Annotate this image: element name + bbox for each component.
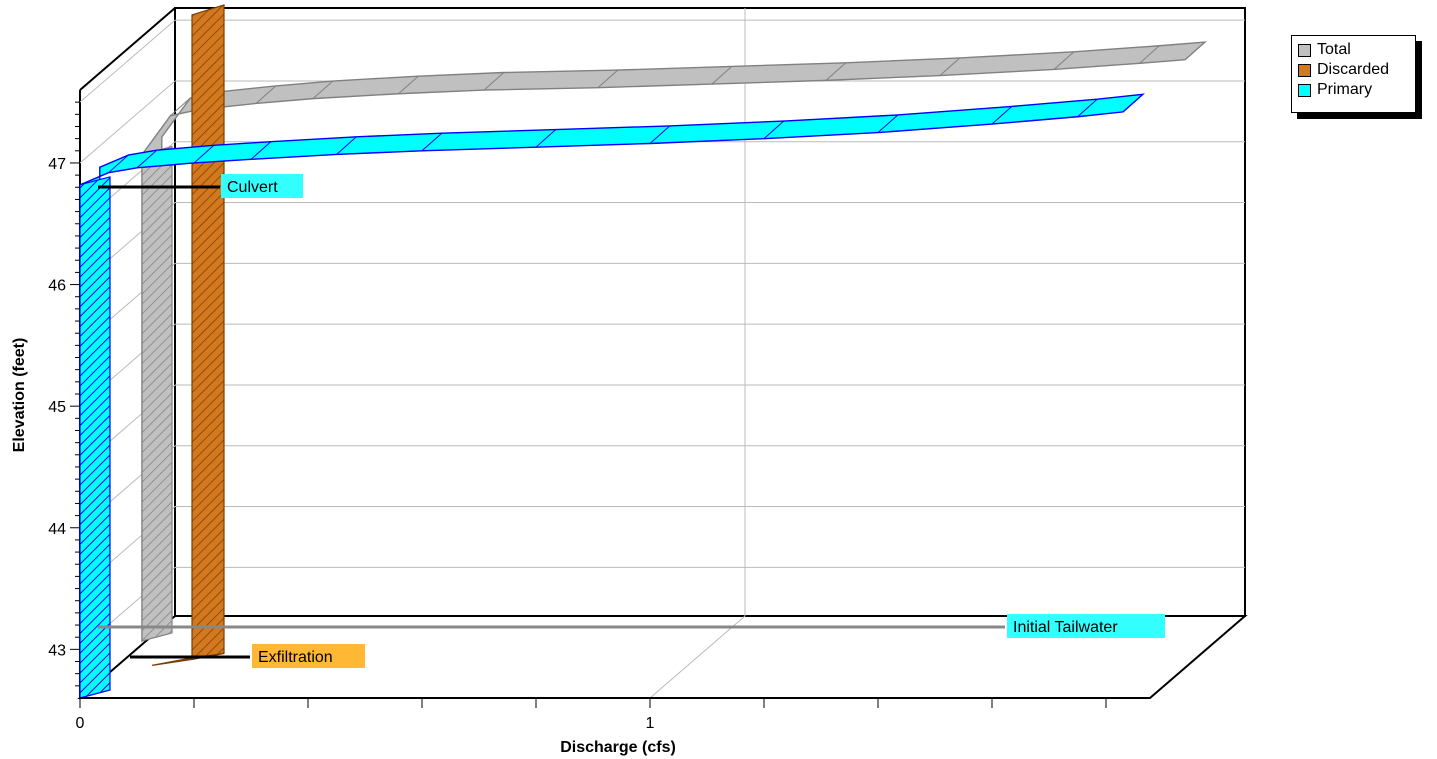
series-segment <box>597 69 619 89</box>
series-segment <box>108 154 129 174</box>
back-wall <box>174 7 1246 617</box>
legend-swatch-discarded <box>1298 63 1311 77</box>
series-segment <box>649 125 671 144</box>
series-segment <box>1053 51 1075 70</box>
x-axis-label: Discharge (cfs) <box>560 739 676 756</box>
series-segment <box>763 120 785 140</box>
series-segment <box>193 144 215 164</box>
series-segment <box>255 85 277 104</box>
series-segment <box>421 132 443 152</box>
series-segment <box>1184 41 1206 61</box>
legend-item-discarded: Discarded <box>1298 60 1415 80</box>
series-riser <box>141 145 173 642</box>
series-riser <box>79 176 111 699</box>
annotation-box <box>252 644 365 668</box>
legend-item-primary: Primary <box>1298 80 1415 100</box>
top-left-depth-edge <box>79 7 176 91</box>
y-tick-label: 44 <box>48 521 66 538</box>
annotation-box <box>1007 614 1165 638</box>
legend-label-discarded: Discarded <box>1317 61 1390 78</box>
series-segment <box>1077 98 1098 118</box>
series-total <box>141 41 1207 643</box>
gridline-h-wall <box>79 19 176 103</box>
series-wall <box>191 4 225 661</box>
legend-item-total: Total <box>1298 40 1415 60</box>
y-tick-label: 46 <box>48 278 66 295</box>
x-tick-label: 0 <box>76 715 85 732</box>
series-segment <box>250 141 272 160</box>
series-segment <box>877 114 899 133</box>
legend-swatch-primary <box>1298 83 1311 97</box>
y-axis-label: Elevation (feet) <box>11 338 28 453</box>
y-tick-label: 45 <box>48 399 66 416</box>
annotation-label: Culvert <box>227 179 278 196</box>
axes-layer: 43 44 45 46 47 0 1 <box>48 101 1150 732</box>
series-segment <box>312 80 334 99</box>
legend-label-primary: Primary <box>1317 81 1373 98</box>
legend-label-total: Total <box>1317 41 1351 58</box>
series-segment <box>939 57 961 76</box>
legend-swatch-total <box>1298 43 1311 57</box>
series-segment <box>1139 45 1160 64</box>
series-segment <box>535 129 557 148</box>
series-segment <box>170 97 191 117</box>
annotation-box <box>221 174 303 198</box>
series-segment <box>398 75 419 95</box>
annotation-label: Initial Tailwater <box>1013 619 1118 636</box>
series-primary <box>79 93 1145 700</box>
annotation-label: Exfiltration <box>258 649 333 666</box>
y-tick-label: 43 <box>48 642 66 659</box>
gridline-h-wall <box>79 80 176 164</box>
x-tick-label: 1 <box>646 715 655 732</box>
gridline-v-floor <box>649 615 746 699</box>
series-segment <box>711 66 733 85</box>
legend: Total Discarded Primary <box>1291 35 1416 113</box>
series-segment <box>483 72 505 91</box>
series-segment <box>825 62 847 81</box>
y-tick-label: 47 <box>48 156 66 173</box>
series-segment <box>1122 93 1144 113</box>
series-layer <box>79 4 1207 700</box>
series-segment <box>336 136 357 155</box>
annotations-layer: Culvert Initial Tailwater Exfiltration <box>98 174 1165 668</box>
series-segment <box>991 106 1013 125</box>
series-segment <box>136 149 158 169</box>
